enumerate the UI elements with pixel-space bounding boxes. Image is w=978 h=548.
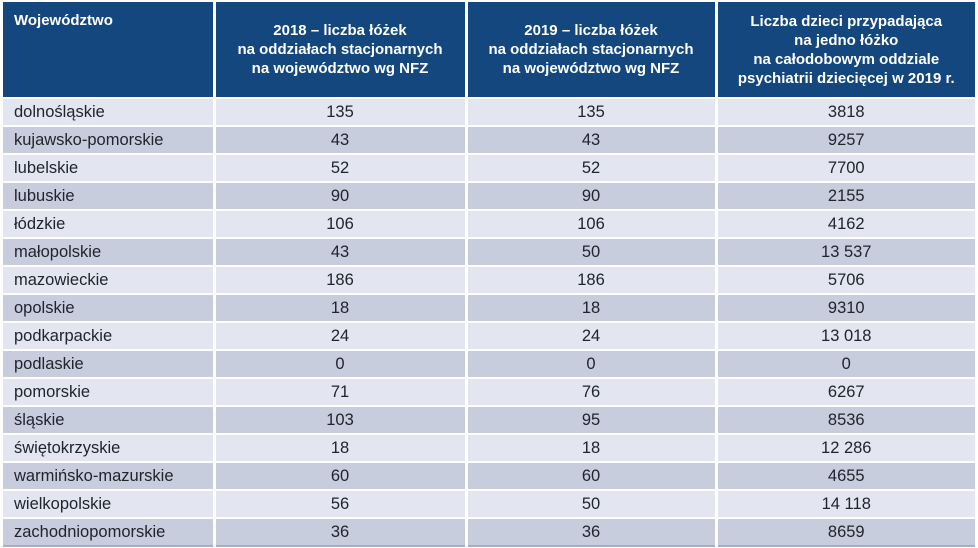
cell-voivodeship: łódzkie (3, 210, 216, 239)
table-row: warmińsko-mazurskie 60 60 4655 (3, 462, 975, 491)
table-row: śląskie 103 95 8536 (3, 406, 975, 435)
cell-children-per-bed-2019: 7700 (716, 154, 975, 183)
cell-voivodeship: warmińsko-mazurskie (3, 462, 216, 491)
table-row: opolskie 18 18 9310 (3, 294, 975, 323)
table-row: podkarpackie 24 24 13 018 (3, 322, 975, 351)
cell-children-per-bed-2019: 2155 (716, 182, 975, 211)
cell-beds-2018: 56 (214, 490, 468, 519)
cell-beds-2018: 43 (214, 126, 468, 155)
header-row: Województwo 2018 – liczba łóżek na oddzi… (3, 2, 975, 99)
cell-beds-2019: 18 (466, 294, 718, 323)
cell-children-per-bed-2019: 5706 (716, 266, 975, 295)
table-row: lubuskie 90 90 2155 (3, 182, 975, 211)
column-header-beds-2018: 2018 – liczba łóżek na oddziałach stacjo… (214, 2, 468, 99)
cell-voivodeship: mazowieckie (3, 266, 216, 295)
cell-children-per-bed-2019: 0 (716, 350, 975, 379)
table-row: małopolskie 43 50 13 537 (3, 238, 975, 267)
cell-beds-2019: 0 (466, 350, 718, 379)
table-row: zachodniopomorskie 36 36 8659 (3, 518, 975, 547)
cell-beds-2019: 135 (466, 98, 718, 127)
cell-voivodeship: wielkopolskie (3, 490, 216, 519)
cell-beds-2019: 106 (466, 210, 718, 239)
table-header: Województwo 2018 – liczba łóżek na oddzi… (3, 2, 975, 99)
cell-beds-2018: 24 (214, 322, 468, 351)
cell-beds-2019: 95 (466, 406, 718, 435)
cell-children-per-bed-2019: 13 537 (716, 238, 975, 267)
table-row: lubelskie 52 52 7700 (3, 154, 975, 183)
cell-beds-2019: 50 (466, 238, 718, 267)
cell-beds-2019: 76 (466, 378, 718, 407)
table-body: dolnośląskie 135 135 3818 kujawsko-pomorskie… (3, 98, 975, 547)
cell-voivodeship: małopolskie (3, 238, 216, 267)
cell-children-per-bed-2019: 8536 (716, 406, 975, 435)
cell-children-per-bed-2019: 4655 (716, 462, 975, 491)
cell-beds-2019: 24 (466, 322, 718, 351)
cell-beds-2018: 106 (214, 210, 468, 239)
table-row: łódzkie 106 106 4162 (3, 210, 975, 239)
table-row: podlaskie 0 0 0 (3, 350, 975, 379)
cell-beds-2018: 60 (214, 462, 468, 491)
voivodeship-beds-table: Województwo 2018 – liczba łóżek na oddzi… (3, 2, 975, 547)
cell-children-per-bed-2019: 13 018 (716, 322, 975, 351)
cell-beds-2018: 71 (214, 378, 468, 407)
cell-beds-2018: 52 (214, 154, 468, 183)
table-row: świętokrzyskie 18 18 12 286 (3, 434, 975, 463)
table-row: kujawsko-pomorskie 43 43 9257 (3, 126, 975, 155)
cell-children-per-bed-2019: 9257 (716, 126, 975, 155)
column-header-voivodeship: Województwo (3, 2, 216, 99)
cell-voivodeship: podkarpackie (3, 322, 216, 351)
cell-beds-2018: 90 (214, 182, 468, 211)
cell-beds-2018: 103 (214, 406, 468, 435)
cell-children-per-bed-2019: 6267 (716, 378, 975, 407)
cell-beds-2019: 186 (466, 266, 718, 295)
cell-children-per-bed-2019: 3818 (716, 98, 975, 127)
table-row: dolnośląskie 135 135 3818 (3, 98, 975, 127)
cell-beds-2019: 90 (466, 182, 718, 211)
cell-voivodeship: świętokrzyskie (3, 434, 216, 463)
cell-beds-2018: 18 (214, 294, 468, 323)
cell-children-per-bed-2019: 12 286 (716, 434, 975, 463)
cell-beds-2019: 50 (466, 490, 718, 519)
cell-beds-2018: 18 (214, 434, 468, 463)
cell-voivodeship: lubelskie (3, 154, 216, 183)
cell-voivodeship: śląskie (3, 406, 216, 435)
table-row: mazowieckie 186 186 5706 (3, 266, 975, 295)
cell-voivodeship: dolnośląskie (3, 98, 216, 127)
cell-beds-2018: 135 (214, 98, 468, 127)
column-header-children-per-bed-2019: Liczba dzieci przypadająca na jedno łóżk… (716, 2, 975, 99)
cell-beds-2018: 43 (214, 238, 468, 267)
cell-beds-2019: 60 (466, 462, 718, 491)
cell-children-per-bed-2019: 14 118 (716, 490, 975, 519)
cell-beds-2019: 43 (466, 126, 718, 155)
cell-beds-2018: 36 (214, 518, 468, 547)
cell-beds-2018: 186 (214, 266, 468, 295)
cell-children-per-bed-2019: 9310 (716, 294, 975, 323)
cell-voivodeship: podlaskie (3, 350, 216, 379)
cell-children-per-bed-2019: 4162 (716, 210, 975, 239)
cell-beds-2019: 18 (466, 434, 718, 463)
column-header-beds-2019: 2019 – liczba łóżek na oddziałach stacjo… (466, 2, 718, 99)
cell-voivodeship: kujawsko-pomorskie (3, 126, 216, 155)
table-row: pomorskie 71 76 6267 (3, 378, 975, 407)
table-row: wielkopolskie 56 50 14 118 (3, 490, 975, 519)
cell-beds-2018: 0 (214, 350, 468, 379)
cell-children-per-bed-2019: 8659 (716, 518, 975, 547)
cell-voivodeship: pomorskie (3, 378, 216, 407)
cell-beds-2019: 36 (466, 518, 718, 547)
cell-voivodeship: zachodniopomorskie (3, 518, 216, 547)
cell-voivodeship: lubuskie (3, 182, 216, 211)
cell-beds-2019: 52 (466, 154, 718, 183)
cell-voivodeship: opolskie (3, 294, 216, 323)
